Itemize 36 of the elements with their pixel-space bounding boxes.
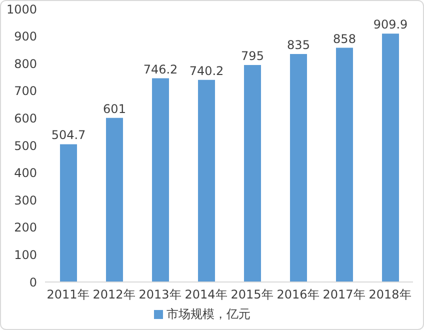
y-tick-label: 0 (29, 275, 37, 290)
y-tick-label: 700 (14, 84, 37, 98)
data-label: 746.2 (143, 62, 178, 76)
bar (106, 118, 123, 282)
x-tick-label: 2011年 (46, 288, 90, 302)
y-tick-label: 200 (14, 220, 37, 235)
data-label: 795 (241, 48, 264, 63)
bar (290, 54, 307, 282)
bar (244, 64, 261, 282)
x-tick-label: 2014年 (184, 288, 228, 302)
data-label: 909.9 (373, 18, 408, 32)
x-tick-label: 2016年 (276, 288, 320, 302)
y-tick-label: 100 (14, 248, 37, 262)
bar (198, 80, 215, 282)
y-tick-label: 800 (14, 56, 37, 71)
data-label: 601 (103, 102, 126, 116)
y-tick-label: 1000 (6, 2, 37, 16)
x-tick-label: 2017年 (322, 288, 366, 302)
y-tick-label: 400 (14, 166, 37, 180)
legend-label: 市场规模，亿元 (166, 307, 250, 321)
x-tick-label: 2013年 (138, 288, 182, 302)
y-tick-label: 900 (14, 30, 37, 44)
data-label: 740.2 (189, 64, 224, 78)
data-label: 835 (287, 38, 310, 52)
data-label: 858 (333, 32, 356, 46)
bar (60, 144, 77, 282)
y-tick-label: 500 (14, 138, 37, 153)
bar (152, 78, 169, 282)
x-tick-label: 2012年 (92, 288, 136, 302)
bar (336, 48, 353, 282)
bar (382, 34, 399, 282)
x-tick-label: 2018年 (368, 288, 412, 302)
y-tick-label: 600 (14, 111, 37, 126)
x-tick-label: 2015年 (230, 288, 274, 302)
y-tick-label: 300 (14, 193, 37, 208)
data-label: 504.7 (51, 128, 86, 142)
